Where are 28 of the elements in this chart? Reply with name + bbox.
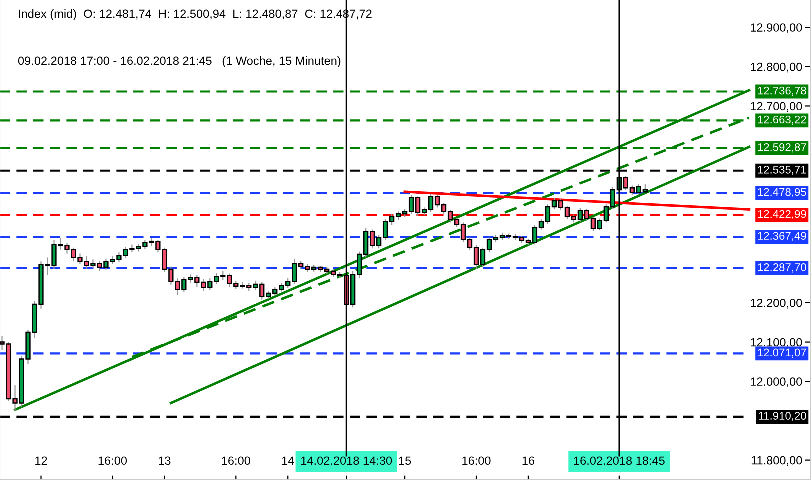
ref-line-label: 12.287,70 [758, 264, 806, 273]
y-tick-label: 12.900,00 [751, 24, 802, 34]
ref-line-label: 12.736,78 [758, 86, 806, 96]
ref-line-label: 12.367,49 [758, 232, 806, 242]
x-tick-label: 16.02.2018 18:45 [574, 456, 665, 466]
x-tick-label: 16:00 [462, 456, 491, 466]
ref-line-label: 12.535,71 [758, 166, 806, 176]
ref-line-label: 12.478,95 [758, 188, 806, 198]
ref-line-label: 11.910,20 [759, 412, 806, 422]
ref-line-label: 12.071,07 [758, 348, 806, 358]
x-tick-label: 16:00 [222, 456, 250, 466]
y-tick-label: 12.800,00 [751, 62, 802, 73]
y-tick-label: 12.200,00 [751, 298, 802, 309]
y-tick-label: 11.800,00 [752, 456, 802, 466]
x-tick-label: 13 [159, 456, 171, 466]
ref-line-label: 12.663,22 [758, 116, 806, 125]
x-tick-label: 16:00 [98, 456, 128, 466]
ref-line-label: 12.592,87 [758, 143, 806, 153]
text: 09.02.2018 17:00 - 16.02.2018 21:45 (1 Woche, 15 Minuten) [18, 56, 341, 68]
x-tick-label: 14 [282, 456, 294, 465]
y-tick-label: 12.000,00 [751, 378, 802, 388]
ref-line-label: 12.422,99 [758, 210, 806, 220]
y-tick-label: 12.100,00 [751, 338, 802, 348]
x-tick-label: 14.02.2018 14:30 [302, 456, 392, 466]
x-tick-label: 15 [399, 456, 412, 466]
y-tick-label: 12.700,00 [751, 102, 802, 112]
x-tick-label: 12 [36, 456, 48, 465]
x-tick-label: 16 [522, 456, 535, 466]
